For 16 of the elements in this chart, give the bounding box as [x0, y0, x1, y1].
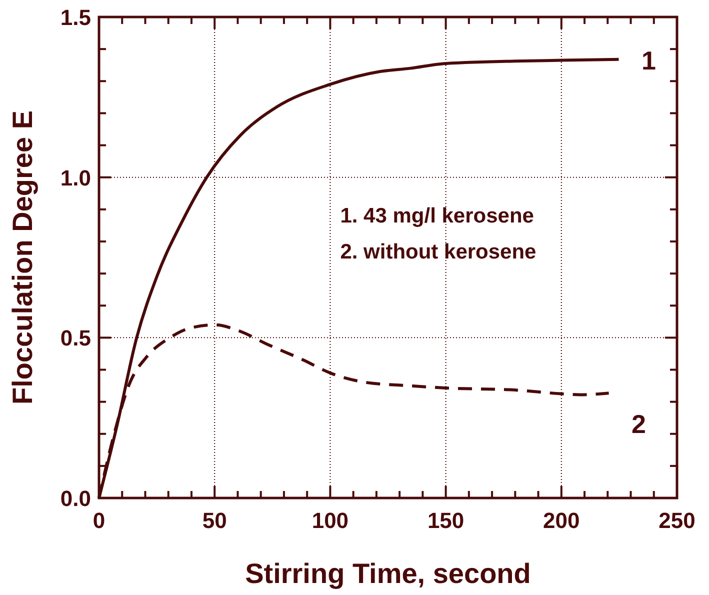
x-tick-label: 0 [92, 508, 106, 533]
y-tick-label: 1.5 [60, 5, 91, 30]
x-tick-label: 50 [202, 508, 227, 533]
y-tick-label: 0.5 [60, 326, 91, 351]
annotation: 2. without kerosene [340, 240, 536, 264]
annotation: 1. 43 mg/l kerosene [340, 204, 534, 228]
x-tick-label: 200 [543, 508, 580, 533]
y-axis-title: Flocculation Degree E [7, 110, 38, 405]
x-tick-label: 250 [658, 508, 696, 533]
x-axis-title: Stirring Time, second [245, 558, 531, 589]
y-tick-label: 1.0 [60, 165, 91, 190]
x-tick-label: 150 [427, 508, 464, 533]
annotation: 1 [642, 45, 656, 76]
x-tick-label: 100 [312, 508, 349, 533]
annotation: 2 [632, 409, 646, 440]
y-tick-label: 0.0 [60, 486, 91, 511]
